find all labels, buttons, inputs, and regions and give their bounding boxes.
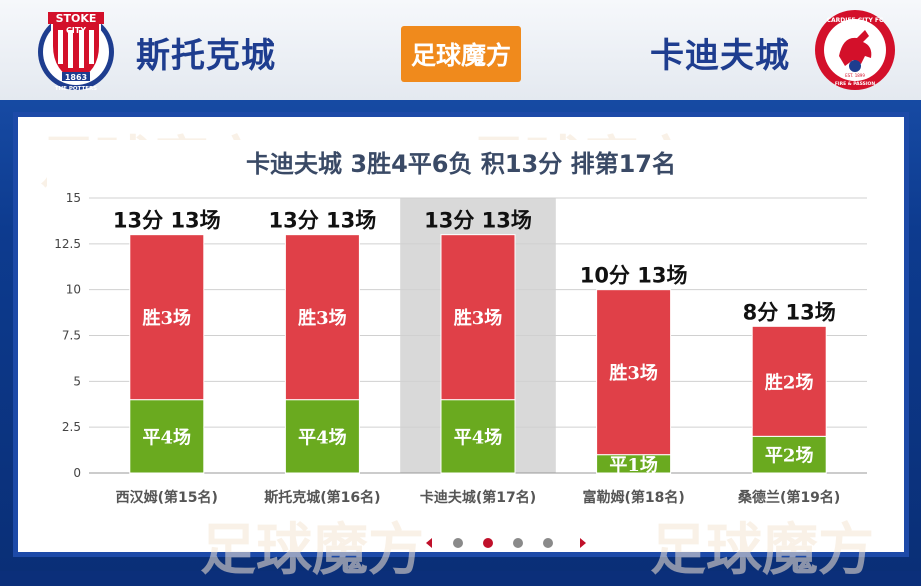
crest-text-motto: FIRE & PASSION: [835, 81, 875, 87]
draw-bar: [284, 399, 360, 474]
x-tick-label: 卡迪夫城(第17名): [420, 489, 536, 506]
y-tick-label: 2.5: [62, 420, 81, 434]
x-tick-label: 斯托克城(第16名): [264, 489, 380, 506]
y-tick-label: 15: [66, 191, 81, 205]
crest-text-est: EST. 1899: [845, 73, 865, 78]
draw-bar: [751, 435, 827, 474]
pager-dot[interactable]: [453, 538, 463, 548]
win-bar: [440, 234, 516, 401]
y-tick-label: 0: [73, 466, 81, 480]
crest-text-cardiff: CARDIFF CITY FC: [827, 17, 884, 24]
crest-text-stoke: STOKE: [56, 12, 97, 25]
chart-pager: [426, 538, 586, 548]
draw-bar-label: 平4场: [298, 427, 347, 448]
chart-area: 卡迪夫城 3胜4平6负 积13分 排第17名 0 2.5 5 7.5 10 12.5 15 平…: [47, 140, 875, 512]
win-bar-label: 胜3场: [454, 308, 503, 329]
total-label: 13分 13场: [269, 209, 377, 233]
away-team-name: 卡迪夫城: [650, 36, 790, 76]
win-bar-label: 胜3场: [143, 308, 192, 329]
crest-text-year: 1863: [65, 73, 87, 82]
total-label: 10分 13场: [580, 264, 688, 288]
header-bar: STOKE CITY 1863 THE POTTERS 斯托克城 足球魔方 卡迪…: [0, 0, 921, 100]
draw-bar-label: 平2场: [765, 446, 814, 467]
draw-bar: [129, 399, 205, 474]
draw-bar-label: 平1场: [609, 455, 658, 476]
pager-dot[interactable]: [543, 538, 553, 548]
draw-bar-label: 平4场: [454, 427, 503, 448]
win-bar: [596, 289, 672, 456]
site-logo-text: 足球魔方: [410, 41, 511, 70]
total-label: 13分 13场: [113, 209, 221, 233]
watermark-logo: 足球魔方: [650, 518, 874, 583]
prev-arrow-icon[interactable]: [426, 538, 432, 548]
site-logo[interactable]: 足球魔方: [401, 26, 521, 82]
total-label: 8分 13场: [743, 300, 836, 324]
win-bar-label: 胜3场: [298, 308, 347, 329]
crest-text-potters: THE POTTERS: [55, 86, 97, 92]
x-tick-label: 桑德兰(第19名): [738, 489, 840, 506]
total-label: 13分 13场: [424, 209, 532, 233]
crest-text-city: CITY: [66, 26, 86, 35]
draw-bar: [440, 399, 516, 474]
watermark-logo: 足球魔方: [200, 518, 424, 583]
y-tick-label: 10: [66, 283, 81, 297]
win-bar-label: 胜2场: [765, 372, 814, 393]
draw-bar-label: 平4场: [143, 427, 192, 448]
y-tick-label: 5: [73, 374, 81, 388]
chart-title: 卡迪夫城 3胜4平6负 积13分 排第17名: [246, 150, 676, 178]
win-bar: [284, 234, 360, 401]
y-tick-label: 12.5: [54, 237, 81, 251]
home-team-name: 斯托克城: [136, 36, 276, 76]
win-bar: [751, 325, 827, 437]
stoke-city-crest: STOKE CITY 1863 THE POTTERS: [38, 12, 114, 92]
next-arrow-icon[interactable]: [580, 538, 586, 548]
pager-dot[interactable]: [483, 538, 493, 548]
win-bar-label: 胜3场: [609, 363, 658, 384]
y-tick-label: 7.5: [62, 329, 81, 343]
x-tick-label: 富勒姆(第18名): [582, 489, 684, 506]
x-tick-label: 西汉姆(第15名): [116, 489, 218, 506]
pager-dot[interactable]: [513, 538, 523, 548]
win-bar: [129, 234, 205, 401]
cardiff-city-crest: CARDIFF CITY FC EST. 1899 FIRE & PASSION: [815, 10, 895, 90]
